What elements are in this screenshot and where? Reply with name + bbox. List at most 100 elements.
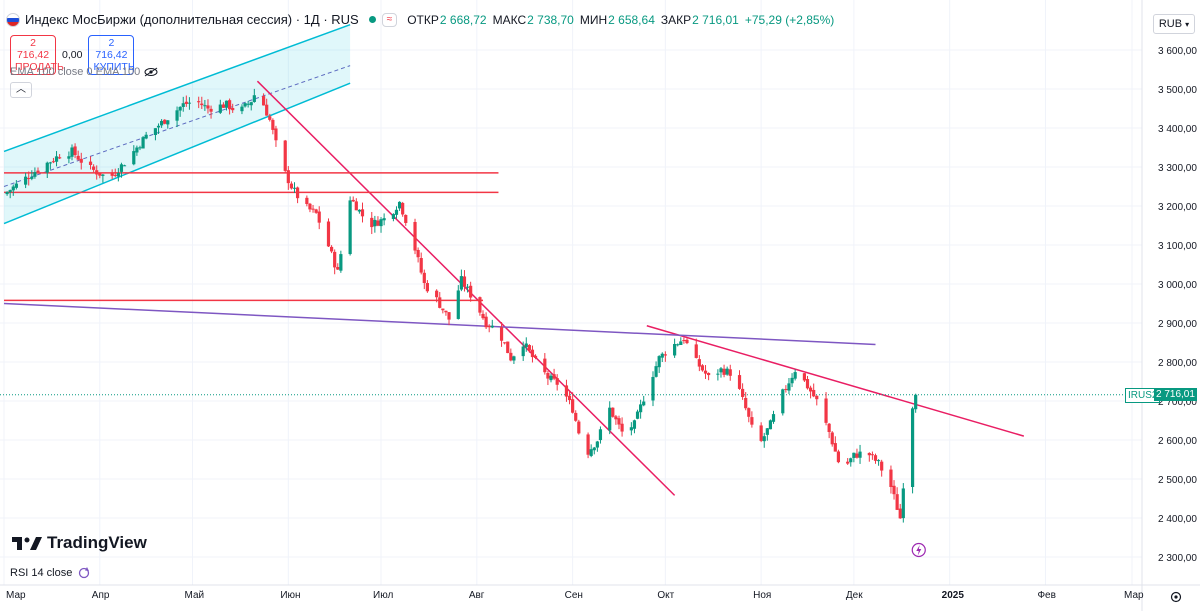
candle-body (413, 221, 417, 251)
candle-body (5, 192, 9, 195)
candle-body (382, 218, 386, 221)
chart-legend: Индекс МосБиржи (дополнительная сессия) … (6, 12, 840, 27)
candle-body (567, 395, 572, 401)
candle-body (808, 387, 813, 392)
candle-body (876, 460, 881, 462)
candle-body (914, 394, 918, 410)
y-tick-label: 3 200,00 (1158, 202, 1197, 213)
eye-icon[interactable] (144, 67, 158, 77)
candle-body (394, 209, 399, 215)
candle-body (815, 395, 819, 400)
candle-body (598, 429, 603, 441)
candle-body (849, 458, 853, 463)
candle-body (45, 162, 49, 173)
candle-body (719, 368, 723, 373)
symbol-title[interactable]: Индекс МосБиржи (дополнительная сессия) … (25, 12, 359, 27)
candle-body (221, 104, 226, 108)
last-price-label: 2 716,01 (1154, 387, 1197, 401)
candle-body (333, 251, 337, 268)
trendline-support-line (3, 302, 876, 346)
candle-body (697, 359, 701, 367)
candle-body (802, 373, 807, 381)
candle-body (295, 187, 300, 199)
y-tick-label: 2 700,00 (1158, 397, 1197, 408)
ema-indicator[interactable]: EMA 100 close 0 EMA 100 (10, 66, 158, 78)
rsi-label: RSI 14 close (10, 567, 73, 579)
candle-body (354, 201, 358, 211)
trade-panel: 2 716,42 ПРОДАТЬ 0,00 2 716,42 КУПИТЬ (10, 35, 135, 75)
candle-body (707, 373, 711, 376)
candle-body (549, 375, 553, 381)
rsi-indicator[interactable]: RSI 14 close (10, 566, 91, 580)
y-tick-label: 3 400,00 (1158, 124, 1197, 135)
candle-body (462, 276, 467, 287)
russia-flag-icon (6, 12, 20, 27)
candle-body (456, 290, 460, 319)
candle-body (765, 428, 769, 435)
candle-body (240, 106, 244, 112)
candle-body (336, 267, 340, 270)
candle-body (228, 100, 232, 110)
x-tick-label: Май (185, 590, 205, 601)
candle-body (311, 208, 315, 210)
candle-body (632, 420, 637, 429)
ticker-label: IRUS2 (1125, 387, 1161, 403)
candle-body (793, 372, 797, 379)
candle-body (8, 190, 12, 193)
candle-body (119, 164, 124, 172)
candle-body (744, 397, 748, 409)
candle-body (178, 106, 182, 111)
candle-body (67, 156, 71, 159)
candle-body (73, 146, 77, 156)
candle-body (360, 209, 365, 217)
candle-body (858, 451, 862, 458)
collapse-legend-button[interactable]: ︿ (10, 82, 32, 98)
candle-body (308, 203, 312, 210)
candle-body (92, 166, 96, 170)
candle-body (397, 201, 402, 209)
currency-selector[interactable]: RUB ▾ (1153, 14, 1195, 34)
candle-body (639, 404, 643, 413)
compare-button[interactable]: ≈ (381, 12, 398, 27)
candle-body (805, 379, 810, 389)
y-tick-label: 2 800,00 (1158, 358, 1197, 369)
candle-body (867, 452, 871, 456)
candle-body (846, 461, 850, 464)
candle-body (153, 128, 158, 136)
candle-body (586, 434, 590, 455)
buy-button[interactable]: 2 716,42 КУПИТЬ (88, 35, 135, 75)
candle-body (218, 104, 222, 113)
candle-body (98, 173, 102, 176)
gear-ring (1170, 591, 1182, 603)
sell-button[interactable]: 2 716,42 ПРОДАТЬ (10, 35, 64, 75)
ohlc-key: МАКС (492, 12, 527, 27)
candle-body (141, 137, 145, 149)
candle-body (574, 412, 578, 421)
candle-body (351, 199, 355, 202)
candle-body (357, 209, 361, 212)
settings-icon[interactable] (1170, 591, 1182, 603)
candle-body (898, 508, 902, 519)
chevron-down-icon: ▾ (1185, 20, 1190, 29)
candle-body (595, 441, 599, 448)
candle-body (787, 383, 791, 391)
candle-body (348, 200, 352, 255)
candle-body (184, 101, 188, 104)
candle-body (747, 408, 751, 417)
candle-body (512, 356, 516, 361)
candle-body (113, 174, 117, 176)
refresh-icon[interactable] (77, 566, 91, 580)
trendline-downtrend-1 (256, 80, 676, 496)
candle-body (175, 110, 179, 121)
candle-body (642, 401, 646, 406)
candle-body (571, 399, 575, 413)
candle-body (187, 102, 192, 104)
trendline-downtrend-2 (646, 325, 1025, 437)
candle-body (499, 327, 504, 341)
candle-body (30, 176, 34, 179)
ohlc-key: ОТКР (407, 12, 439, 27)
candle-body (812, 389, 816, 397)
y-tick-label: 2 400,00 (1158, 514, 1197, 525)
candle-body (651, 376, 655, 401)
